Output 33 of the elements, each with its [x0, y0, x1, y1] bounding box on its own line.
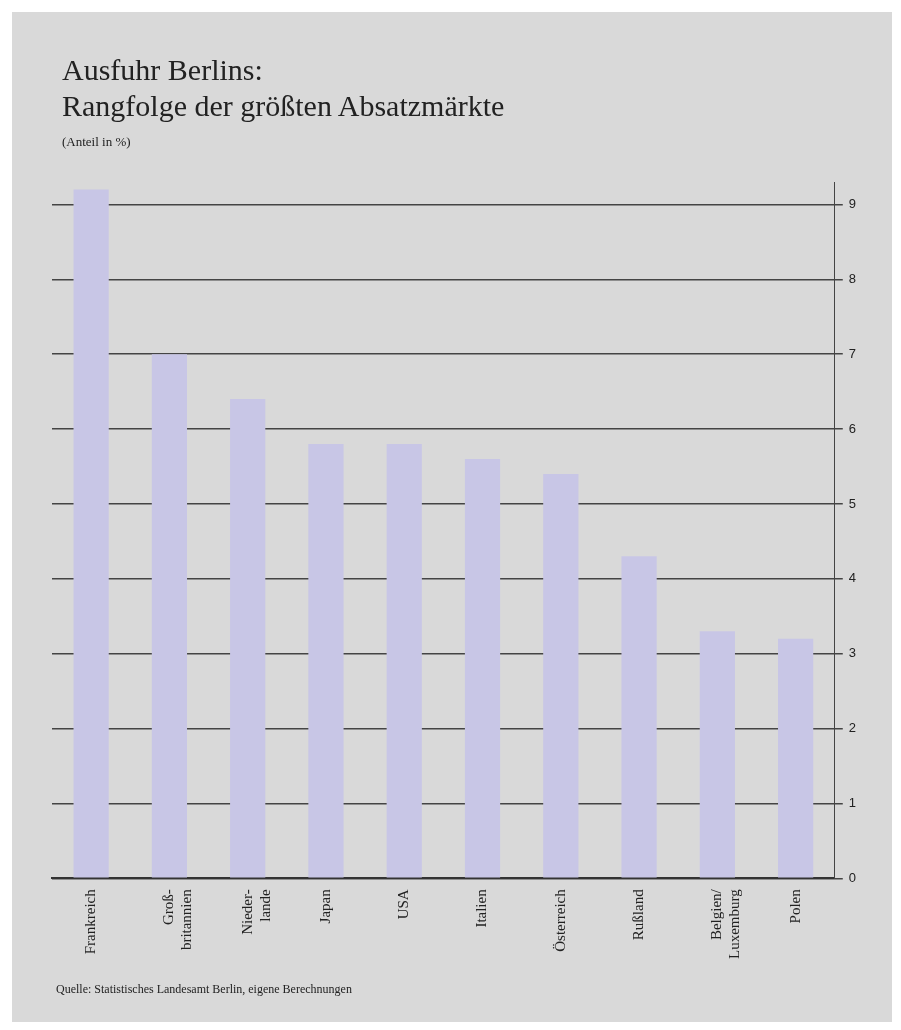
y-tick-label: 5: [848, 495, 856, 511]
bar: [621, 556, 657, 878]
x-tick-label: Frankreich: [82, 888, 99, 955]
x-tick-label: Japan: [316, 888, 333, 924]
y-tick-label: 0: [848, 869, 856, 885]
x-tick-label: Belgien/ Luxemburg: [708, 888, 743, 960]
bar: [230, 399, 266, 878]
bar: [464, 459, 501, 878]
y-tick-label: 4: [848, 570, 856, 586]
y-tick-label: 2: [848, 720, 856, 736]
y-tick-label: 1: [848, 795, 856, 810]
source-note: Quelle: Statistisches Landesamt Berlin, eigene Berechnungen: [56, 982, 352, 997]
bar: [73, 189, 109, 878]
y-tick-label: 9: [848, 196, 856, 212]
x-tick-label: Groß- britannien: [160, 888, 195, 951]
y-tick-label: 7: [848, 345, 856, 361]
y-tick-label: 3: [848, 645, 856, 661]
x-tick-label: USA: [395, 889, 412, 920]
x-tick-label: Nieder- lande: [238, 888, 273, 935]
x-tick-label: Italien: [473, 888, 490, 928]
y-tick-label: 6: [848, 420, 856, 436]
x-tick-label: Rußland: [630, 888, 647, 941]
chart-title: Ausfuhr Berlins: Rangfolge der größten Absatzmärkte: [62, 52, 505, 124]
bar: [778, 638, 814, 878]
bar: [308, 444, 344, 878]
x-tick-label: Österreich: [551, 888, 568, 952]
y-tick-label: 8: [848, 270, 856, 286]
bar: [151, 354, 188, 878]
x-tick-label: Polen: [786, 888, 803, 924]
bar: [699, 631, 735, 878]
chart-subtitle: (Anteil in %): [62, 134, 131, 150]
bar: [386, 444, 422, 878]
bar: [543, 473, 579, 878]
